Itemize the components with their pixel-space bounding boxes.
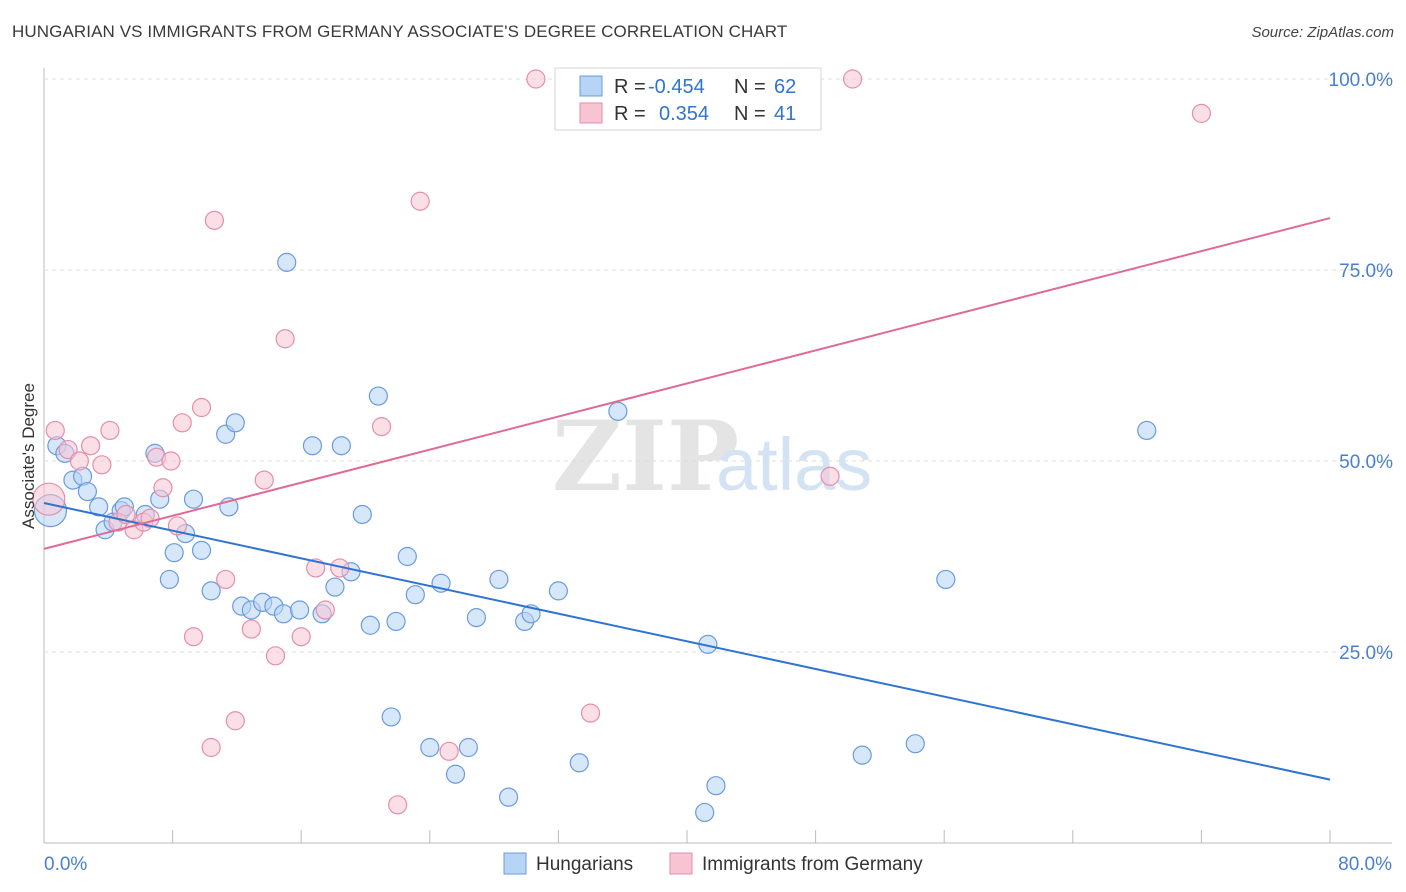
hungarians-point — [905, 734, 925, 754]
y-tick-label-100: 100.0% — [1329, 70, 1394, 91]
germany-point — [216, 569, 236, 590]
germany-point — [410, 191, 430, 211]
hungarians-point — [225, 413, 245, 433]
watermark-atlas: atlas — [716, 423, 872, 506]
hungarians-point — [458, 737, 478, 758]
hungarians-point — [608, 401, 628, 421]
y-tick-label-25: 25.0% — [1339, 643, 1393, 664]
germany-point — [254, 470, 274, 490]
germany-point — [275, 329, 295, 349]
legend-r-value-1: -0.454 — [648, 76, 705, 98]
germany-point — [81, 436, 101, 456]
legend-n-value-2: 41 — [774, 103, 796, 125]
hungarians-point — [397, 546, 417, 567]
hungarians-point — [548, 581, 569, 601]
hungarians-point — [420, 737, 440, 758]
germany-point — [191, 397, 212, 418]
germany-point — [526, 69, 546, 89]
hungarians-point — [489, 569, 509, 590]
hungarians-point — [273, 604, 294, 624]
germany-point — [32, 482, 66, 516]
hungarians-point — [201, 581, 221, 601]
bottom-legend-hungarians: Hungarians — [536, 854, 633, 875]
x-tick-label-min: 0.0% — [44, 854, 87, 875]
chart-title: HUNGARIAN VS IMMIGRANTS FROM GERMANY ASS… — [12, 22, 788, 41]
hungarians-point — [445, 764, 466, 784]
hungarians-point — [191, 540, 212, 560]
hungarians-point — [368, 386, 388, 406]
germany-point — [204, 210, 224, 230]
watermark-zip: ZIP — [552, 400, 739, 513]
bottom-legend-swatch-hungarians — [503, 852, 527, 875]
germany-point — [69, 451, 89, 471]
hungarians-point — [302, 436, 323, 456]
bottom-legend-germany: Immigrants from Germany — [702, 854, 923, 875]
legend-r-value-2: 0.354 — [659, 103, 709, 125]
hungarians-point — [325, 577, 345, 597]
germany-trend-line — [43, 217, 1331, 550]
x-tick-label-max: 80.0% — [1338, 854, 1392, 875]
germany-point — [153, 478, 173, 498]
hungarians-point — [466, 608, 487, 628]
hungarians-point — [706, 776, 726, 796]
hungarians-point — [159, 569, 179, 590]
hungarians-point — [89, 497, 109, 517]
legend-n-value-1: 62 — [774, 76, 796, 98]
y-tick-label-75: 75.0% — [1339, 261, 1393, 282]
hungarians-point — [695, 802, 715, 823]
hungarians-point — [386, 611, 406, 632]
hungarians-point — [405, 585, 425, 605]
germany-point — [820, 466, 840, 486]
germany-point — [161, 451, 181, 471]
hungarians-point — [289, 600, 310, 620]
legend-n-label-2: N = — [734, 103, 766, 125]
hungarians-point — [277, 252, 297, 272]
germany-point — [291, 627, 311, 647]
hungarians-point — [852, 745, 872, 765]
germany-point — [842, 69, 863, 89]
bottom-legend: Hungarians Immigrants from Germany — [503, 852, 923, 875]
germany-point — [58, 439, 78, 460]
germany-point — [315, 600, 335, 620]
legend-box: R = -0.454 N = 62 R = 0.354 N = 41 — [554, 67, 822, 131]
legend-swatch-hungarians — [579, 75, 603, 97]
legend-r-label-1: R = — [614, 76, 646, 98]
germany-point — [306, 558, 326, 578]
hungarians-point — [569, 753, 589, 773]
legend-n-label-1: N = — [734, 76, 766, 98]
germany-point — [1191, 103, 1212, 123]
hungarians-point — [352, 504, 372, 525]
germany-point — [183, 627, 204, 647]
germany-point — [92, 455, 112, 475]
germany-point — [371, 417, 392, 437]
y-tick-label-50: 50.0% — [1339, 452, 1393, 473]
hungarians-point — [183, 489, 204, 509]
germany-point — [580, 703, 601, 723]
germany-point — [439, 741, 459, 761]
hungarians-point — [360, 615, 380, 635]
hungarians-point — [164, 543, 184, 563]
hungarians-point — [77, 481, 98, 502]
germany-point — [172, 413, 192, 433]
hungarians-trend-line — [43, 502, 1331, 781]
germany-point — [241, 619, 261, 639]
legend-swatch-germany — [579, 102, 603, 124]
hungarians-point — [331, 436, 351, 456]
germany-point — [100, 420, 120, 441]
y-axis-label: Associate's Degree — [19, 383, 38, 529]
chart-source: Source: ZipAtlas.com — [1251, 24, 1394, 41]
germany-point — [388, 795, 408, 815]
germany-point — [265, 646, 286, 666]
hungarians-point — [936, 569, 956, 590]
legend-r-label-2: R = — [614, 103, 646, 125]
hungarians-point — [498, 787, 519, 807]
hungarians-point — [381, 707, 401, 727]
hungarians-point — [1137, 420, 1157, 441]
germany-point — [225, 711, 245, 731]
germany-point — [45, 420, 65, 441]
germany-point — [201, 737, 221, 758]
bottom-legend-swatch-germany — [669, 852, 693, 875]
